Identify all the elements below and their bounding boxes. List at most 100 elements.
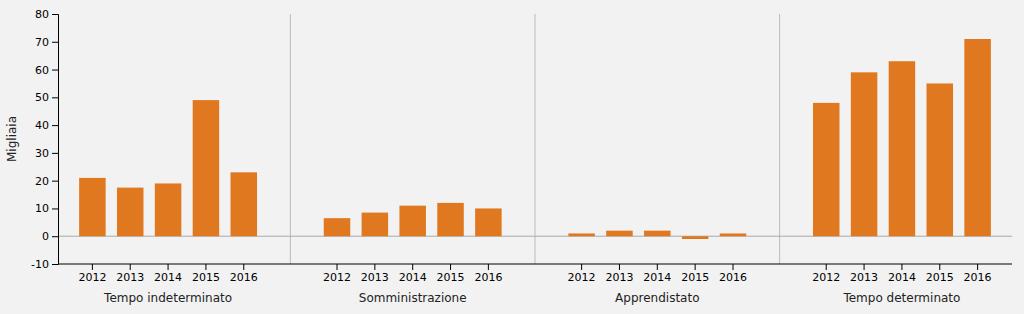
bar bbox=[79, 178, 105, 236]
group-label: Apprendistato bbox=[615, 291, 699, 305]
y-tick-label: 30 bbox=[35, 147, 49, 160]
group-label: Tempo determinato bbox=[842, 291, 960, 305]
x-tick-mark bbox=[488, 264, 489, 270]
x-tick-label: 2013 bbox=[116, 271, 144, 284]
chart-svg: -10 0 10 20 30 40 50 60 70 80 2012 2013 2014 2015 2016… bbox=[0, 0, 1024, 314]
x-tick-mark bbox=[337, 264, 338, 270]
y-tick-label: 80 bbox=[35, 8, 49, 21]
x-tick-mark bbox=[864, 264, 865, 270]
y-tick-mark bbox=[52, 208, 58, 209]
chart-container: -10 0 10 20 30 40 50 60 70 80 2012 2013 2014 2015 2016… bbox=[0, 0, 1024, 314]
x-tick-label: 2012 bbox=[568, 271, 596, 284]
x-tick: 2015 bbox=[192, 264, 220, 284]
x-tick: 2013 bbox=[116, 264, 144, 284]
y-tick-label: 40 bbox=[35, 119, 49, 132]
x-tick-label: 2013 bbox=[605, 271, 633, 284]
bar bbox=[682, 236, 708, 239]
bar bbox=[399, 206, 425, 237]
bars bbox=[79, 39, 991, 239]
y-tick-mark bbox=[52, 14, 58, 15]
y-tick-mark bbox=[52, 42, 58, 43]
x-tick-mark bbox=[92, 264, 93, 270]
x-axis-line bbox=[58, 264, 1012, 265]
x-tick-mark bbox=[826, 264, 827, 270]
y-tick-mark bbox=[52, 264, 58, 265]
x-tick: 2012 bbox=[812, 264, 840, 284]
x-tick-mark bbox=[205, 264, 206, 270]
bar bbox=[231, 172, 257, 236]
x-tick: 2015 bbox=[437, 264, 465, 284]
x-tick-label: 2014 bbox=[154, 271, 182, 284]
x-tick: 2015 bbox=[681, 264, 709, 284]
y-tick-label: 20 bbox=[35, 175, 49, 188]
y-tick: 10 bbox=[35, 202, 58, 215]
group-separators bbox=[290, 14, 779, 264]
x-tick-label: 2013 bbox=[850, 271, 878, 284]
x-tick-label: 2016 bbox=[719, 271, 747, 284]
x-tick-mark bbox=[901, 264, 902, 270]
x-tick: 2016 bbox=[964, 264, 992, 284]
x-axis: 2012 2013 2014 2015 2016 bbox=[78, 264, 257, 284]
bar-group bbox=[568, 231, 746, 239]
bar bbox=[362, 213, 388, 237]
bar bbox=[155, 183, 181, 236]
bar bbox=[964, 39, 990, 236]
y-tick: 20 bbox=[35, 175, 58, 188]
y-axis-line bbox=[52, 15, 59, 265]
x-tick-mark bbox=[939, 264, 940, 270]
group-separator bbox=[535, 14, 536, 264]
y-tick-label: 70 bbox=[35, 36, 49, 49]
y-tick-label: 60 bbox=[35, 64, 49, 77]
group-label: Tempo indeterminato bbox=[103, 291, 232, 305]
group-label: Somministrazione bbox=[359, 291, 467, 305]
bar bbox=[927, 83, 953, 236]
x-axis: 2012 2013 2014 2015 2016 bbox=[812, 264, 991, 284]
x-tick: 2013 bbox=[605, 264, 633, 284]
group-separator bbox=[779, 14, 780, 264]
bar-group bbox=[324, 203, 502, 236]
x-tick: 2012 bbox=[323, 264, 351, 284]
x-tick-label: 2015 bbox=[192, 271, 220, 284]
x-axis: 2012 2013 2014 2015 2016 bbox=[323, 264, 502, 284]
x-tick-label: 2012 bbox=[78, 271, 106, 284]
y-tick: 50 bbox=[35, 91, 58, 104]
x-tick-label: 2016 bbox=[964, 271, 992, 284]
x-tick-label: 2016 bbox=[230, 271, 258, 284]
x-tick-mark bbox=[168, 264, 169, 270]
x-tick-label: 2014 bbox=[399, 271, 427, 284]
bar bbox=[437, 203, 463, 236]
bar bbox=[475, 208, 501, 236]
y-tick-label: 0 bbox=[42, 230, 49, 243]
x-tick-label: 2014 bbox=[643, 271, 671, 284]
x-tick-mark bbox=[243, 264, 244, 270]
x-axis: 2012 2013 2014 2015 2016 bbox=[568, 264, 747, 284]
x-tick: 2014 bbox=[888, 264, 916, 284]
bar bbox=[851, 72, 877, 236]
y-tick: 0 bbox=[42, 230, 58, 243]
y-tick-mark bbox=[52, 70, 58, 71]
x-tick-mark bbox=[374, 264, 375, 270]
y-tick-label: 50 bbox=[35, 91, 49, 104]
y-tick-label: -10 bbox=[31, 258, 49, 271]
bar bbox=[813, 103, 839, 236]
x-tick: 2015 bbox=[926, 264, 954, 284]
x-tick-mark bbox=[412, 264, 413, 270]
bar bbox=[644, 231, 670, 237]
x-tick: 2012 bbox=[78, 264, 106, 284]
x-tick-mark bbox=[695, 264, 696, 270]
x-tick: 2014 bbox=[643, 264, 671, 284]
x-tick-label: 2012 bbox=[323, 271, 351, 284]
x-tick-mark bbox=[657, 264, 658, 270]
x-tick-label: 2012 bbox=[812, 271, 840, 284]
y-tick: 70 bbox=[35, 36, 58, 49]
x-tick: 2013 bbox=[850, 264, 878, 284]
x-tick: 2012 bbox=[568, 264, 596, 284]
y-tick-label: 10 bbox=[35, 202, 49, 215]
x-tick-mark bbox=[977, 264, 978, 270]
x-tick-label: 2015 bbox=[926, 271, 954, 284]
x-tick: 2013 bbox=[361, 264, 389, 284]
bar bbox=[324, 218, 350, 236]
x-tick-label: 2015 bbox=[437, 271, 465, 284]
x-tick: 2016 bbox=[474, 264, 502, 284]
x-tick-mark bbox=[619, 264, 620, 270]
